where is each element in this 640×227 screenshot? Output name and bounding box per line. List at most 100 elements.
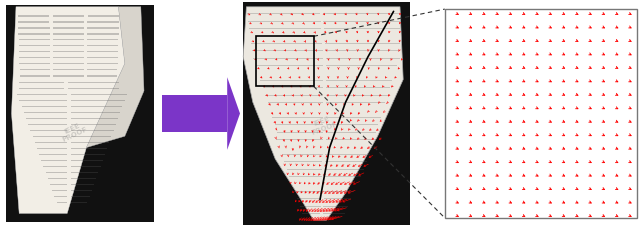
Bar — [39, 154, 67, 155]
Bar — [265, 95, 323, 96]
Bar — [323, 13, 400, 14]
Bar — [70, 94, 127, 95]
Bar — [19, 100, 67, 101]
Bar — [20, 75, 50, 76]
Bar — [270, 110, 323, 111]
Bar — [282, 154, 323, 155]
Bar — [53, 57, 84, 59]
Bar — [71, 196, 90, 197]
Bar — [323, 213, 345, 214]
Bar — [87, 39, 118, 40]
Bar — [70, 148, 107, 149]
Bar — [326, 110, 383, 111]
Bar — [71, 118, 118, 119]
Bar — [284, 161, 323, 162]
Bar — [18, 27, 49, 29]
Bar — [260, 80, 323, 81]
Bar — [88, 21, 119, 23]
Bar — [326, 117, 381, 118]
Bar — [325, 43, 400, 44]
Bar — [325, 154, 370, 155]
Bar — [303, 213, 321, 214]
Bar — [53, 75, 84, 76]
Bar — [323, 21, 400, 22]
Bar — [42, 160, 67, 161]
Bar — [326, 58, 399, 59]
Bar — [275, 124, 323, 125]
Bar — [243, 2, 410, 225]
Polygon shape — [227, 77, 240, 150]
Bar — [53, 69, 84, 71]
Bar — [324, 28, 400, 29]
Polygon shape — [86, 7, 144, 148]
Bar — [68, 88, 118, 89]
Bar — [325, 147, 373, 148]
Bar — [19, 39, 50, 40]
Bar — [70, 124, 116, 125]
Bar — [70, 202, 87, 203]
Bar — [44, 166, 67, 167]
Bar — [48, 178, 67, 179]
Bar — [258, 73, 323, 74]
Bar — [326, 102, 385, 103]
Bar — [70, 112, 120, 113]
Bar — [88, 15, 119, 17]
Bar — [326, 65, 397, 66]
Bar — [325, 161, 367, 162]
Bar — [30, 130, 67, 131]
Bar — [324, 176, 360, 177]
Bar — [323, 206, 348, 207]
Bar — [20, 69, 50, 71]
Bar — [33, 136, 67, 137]
Bar — [53, 51, 84, 52]
Bar — [19, 88, 63, 89]
Bar — [70, 184, 94, 185]
Bar — [71, 136, 111, 137]
Bar — [52, 15, 84, 17]
Bar — [263, 87, 323, 88]
Bar — [70, 172, 99, 173]
Bar — [324, 191, 355, 192]
Bar — [19, 51, 50, 52]
Bar — [324, 169, 364, 170]
Bar — [326, 139, 376, 140]
Bar — [268, 102, 323, 103]
Bar — [326, 124, 378, 125]
Bar — [253, 58, 323, 59]
Bar — [324, 36, 400, 37]
Bar — [26, 118, 67, 119]
Bar — [24, 112, 67, 113]
Bar — [326, 132, 376, 133]
Bar — [52, 27, 84, 29]
Bar — [45, 172, 67, 173]
Bar — [52, 21, 84, 23]
Bar — [250, 36, 322, 37]
Bar — [88, 27, 119, 29]
Bar — [52, 190, 67, 191]
Bar — [292, 184, 321, 185]
Bar — [71, 142, 109, 143]
Bar — [272, 117, 323, 118]
Bar — [87, 33, 118, 35]
Bar — [37, 148, 67, 149]
Bar — [251, 43, 323, 44]
Bar — [252, 50, 323, 51]
Bar — [294, 191, 321, 192]
Bar — [289, 176, 322, 177]
Bar — [276, 139, 323, 140]
Bar — [287, 169, 322, 170]
Bar — [70, 100, 125, 101]
Bar — [279, 147, 323, 148]
Bar — [70, 178, 96, 179]
Bar — [68, 82, 119, 83]
Bar — [19, 33, 50, 35]
Bar — [326, 80, 392, 81]
Bar — [19, 82, 64, 83]
Bar — [248, 21, 321, 22]
Bar — [324, 184, 358, 185]
Bar — [17, 94, 67, 95]
Bar — [53, 33, 84, 35]
Bar — [249, 28, 321, 29]
Bar — [326, 87, 390, 88]
Bar — [53, 63, 84, 64]
